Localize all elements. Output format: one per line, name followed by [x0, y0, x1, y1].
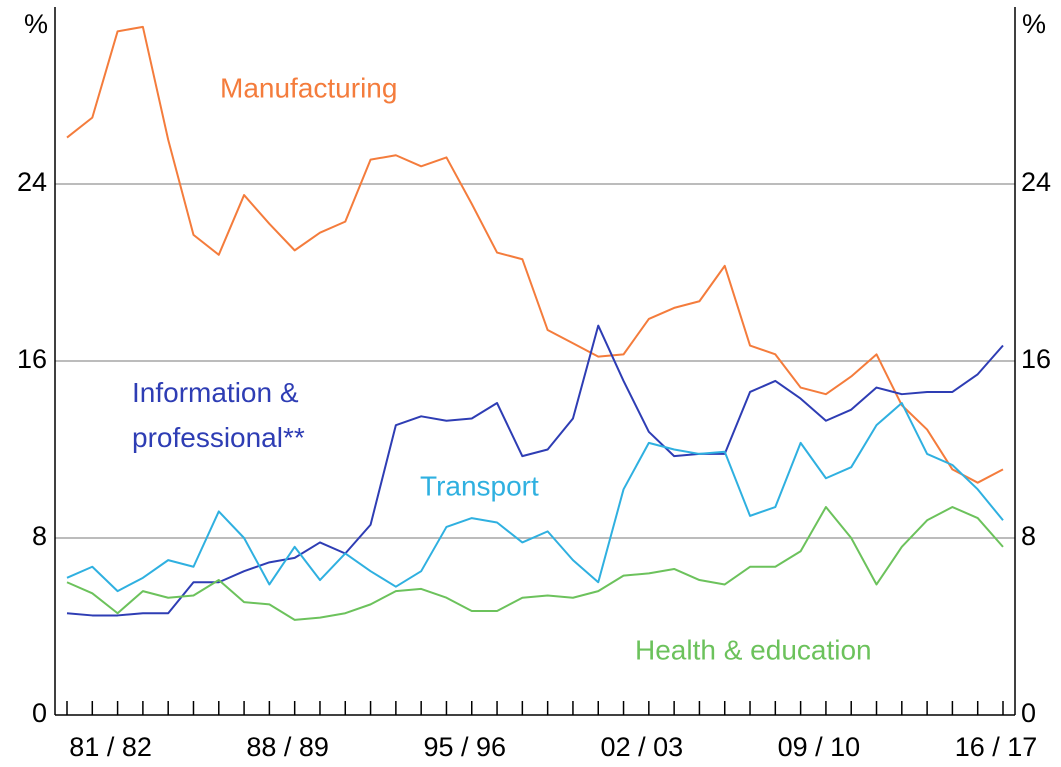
series-label: Information & professional** — [132, 377, 305, 453]
series-label-line: professional** — [132, 422, 305, 453]
x-tick-label: 09 / 10 — [778, 732, 861, 762]
y2-unit: % — [1022, 9, 1046, 39]
y2-tick-label: 8 — [1021, 521, 1036, 551]
y-tick-label: 8 — [32, 521, 47, 551]
series-label: Manufacturing — [220, 72, 397, 103]
series-label-line: Information & — [132, 377, 299, 408]
x-tick-label: 81 / 82 — [69, 732, 152, 762]
y-tick-label: 24 — [17, 167, 47, 197]
series-label: Health & education — [635, 634, 872, 665]
series-line — [66, 324, 1004, 617]
y-tick-label: 0 — [32, 698, 47, 728]
series-label: Transport — [420, 470, 539, 501]
x-tick-label: 95 / 96 — [423, 732, 506, 762]
x-tick-label: 16 / 17 — [955, 732, 1038, 762]
series-line — [66, 506, 1004, 621]
y2-tick-label: 16 — [1021, 344, 1051, 374]
series-line — [66, 25, 1004, 484]
y-unit: % — [24, 9, 48, 39]
y2-tick-label: 24 — [1021, 167, 1051, 197]
x-tick-label: 88 / 89 — [246, 732, 329, 762]
series-line — [66, 402, 1004, 593]
y-tick-label: 16 — [17, 344, 47, 374]
y2-tick-label: 0 — [1021, 698, 1036, 728]
x-tick-label: 02 / 03 — [601, 732, 684, 762]
